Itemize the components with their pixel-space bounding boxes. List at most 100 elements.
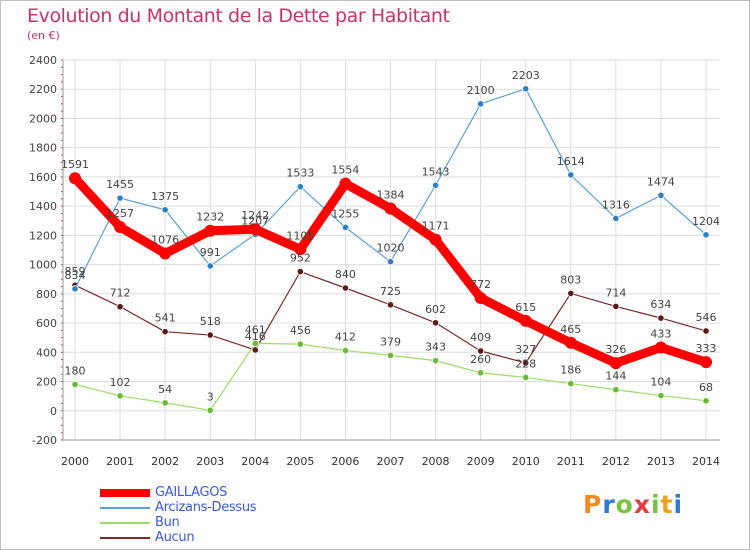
data-point-bun	[116, 392, 124, 400]
legend-swatch-bun	[100, 522, 150, 524]
data-label-aucun: 803	[560, 273, 581, 286]
y-minor-tick	[61, 388, 63, 390]
data-label-bun: 54	[158, 383, 172, 396]
data-point-gaillagos	[159, 247, 172, 260]
data-point-aucun	[702, 327, 710, 335]
data-label-bun: 186	[560, 364, 581, 377]
data-label-aucun: 518	[200, 315, 221, 328]
data-label-gaillagos: 1257	[106, 207, 134, 220]
y-minor-tick	[61, 439, 63, 441]
data-label-bun: 456	[290, 324, 311, 337]
data-point-aucun	[522, 359, 530, 367]
data-label-aucun: 714	[605, 286, 626, 299]
data-point-bun	[71, 380, 79, 389]
data-label-gaillagos: 465	[560, 323, 581, 336]
y-minor-tick	[61, 329, 63, 331]
data-point-bun	[206, 406, 214, 414]
y-tick-label: 1400	[29, 200, 57, 213]
y-minor-tick	[61, 66, 63, 68]
data-point-arcizans	[116, 194, 124, 202]
legend-label-bun: Bun	[155, 515, 180, 530]
data-point-gaillagos	[294, 243, 307, 256]
data-point-bun	[341, 346, 350, 355]
data-label-gaillagos: 333	[696, 342, 717, 355]
y-tick-label: 2400	[29, 54, 57, 67]
legend-swatch-gaillagos	[100, 489, 150, 497]
data-label-gaillagos: 326	[605, 343, 626, 356]
data-point-aucun	[296, 268, 304, 276]
data-point-arcizans	[341, 223, 350, 231]
data-label-gaillagos: 1242	[241, 209, 269, 222]
unit-label: (en €)	[27, 29, 60, 42]
y-minor-tick	[61, 169, 63, 171]
data-label-bun: 104	[650, 376, 671, 389]
y-minor-tick	[61, 212, 63, 214]
data-point-arcizans	[567, 171, 575, 179]
data-point-gaillagos	[339, 177, 352, 190]
y-minor-tick	[61, 256, 63, 258]
data-label-aucun: 725	[380, 285, 401, 298]
data-label-bun: 412	[335, 331, 356, 344]
data-label-aucun: 952	[290, 252, 311, 265]
data-label-aucun: 712	[110, 287, 131, 300]
data-label-aucun: 602	[425, 303, 446, 316]
y-minor-tick	[61, 271, 63, 273]
data-point-aucun	[161, 328, 169, 336]
y-minor-tick	[61, 81, 63, 83]
legend-item-gaillagos: GAILLAGOS	[100, 485, 400, 500]
data-point-bun	[161, 399, 169, 407]
data-label-aucun: 859	[65, 265, 86, 278]
data-point-arcizans	[206, 262, 214, 270]
data-label-arcizans: 2203	[512, 69, 540, 82]
y-minor-tick	[61, 161, 63, 163]
y-minor-tick	[61, 402, 63, 404]
y-minor-tick	[61, 249, 63, 251]
x-tick-label: 2005	[286, 455, 314, 468]
data-point-gaillagos	[429, 233, 442, 246]
y-minor-tick	[61, 125, 63, 127]
y-minor-tick	[61, 191, 63, 193]
data-label-aucun: 541	[155, 312, 176, 325]
y-minor-tick	[61, 359, 63, 361]
data-label-aucun: 634	[650, 298, 671, 311]
y-minor-tick	[61, 110, 63, 112]
x-tick-label: 2010	[512, 455, 540, 468]
data-point-gaillagos	[249, 223, 262, 236]
data-point-arcizans	[477, 100, 485, 108]
data-label-arcizans: 1474	[647, 175, 675, 188]
y-minor-tick	[61, 307, 63, 309]
y-minor-tick	[61, 205, 63, 207]
x-tick-label: 2011	[557, 455, 585, 468]
y-minor-tick	[61, 198, 63, 200]
y-minor-tick	[61, 315, 63, 317]
y-minor-tick	[61, 88, 63, 90]
x-tick-label: 2006	[331, 455, 359, 468]
x-tick-label: 2009	[467, 455, 495, 468]
data-point-gaillagos	[69, 172, 81, 185]
data-point-bun	[612, 386, 620, 394]
legend-item-aucun: Aucun	[100, 530, 400, 545]
data-label-arcizans: 1020	[377, 242, 405, 255]
data-point-gaillagos	[474, 291, 487, 304]
x-tick-label: 2001	[106, 455, 134, 468]
data-point-bun	[386, 351, 395, 359]
y-minor-tick	[61, 366, 63, 368]
data-point-gaillagos	[654, 341, 667, 354]
data-point-gaillagos	[114, 221, 127, 234]
y-tick-label: 1000	[29, 259, 57, 272]
data-point-bun	[431, 357, 440, 365]
y-minor-tick	[61, 154, 63, 156]
x-tick-label: 2002	[151, 455, 179, 468]
data-point-aucun	[657, 314, 665, 322]
y-minor-tick	[61, 117, 63, 119]
x-tick-label: 2008	[422, 455, 450, 468]
y-minor-tick	[61, 381, 63, 383]
data-point-gaillagos	[519, 314, 532, 327]
chart-title: Evolution du Montant de la Dette par Hab…	[27, 5, 450, 27]
y-minor-tick	[61, 417, 63, 419]
y-minor-tick	[61, 176, 63, 178]
data-label-bun: 228	[515, 357, 536, 370]
legend-label-arcizans: Arcizans-Dessus	[155, 500, 257, 515]
legend-label-aucun: Aucun	[155, 530, 195, 545]
data-label-arcizans: 1316	[602, 198, 630, 211]
